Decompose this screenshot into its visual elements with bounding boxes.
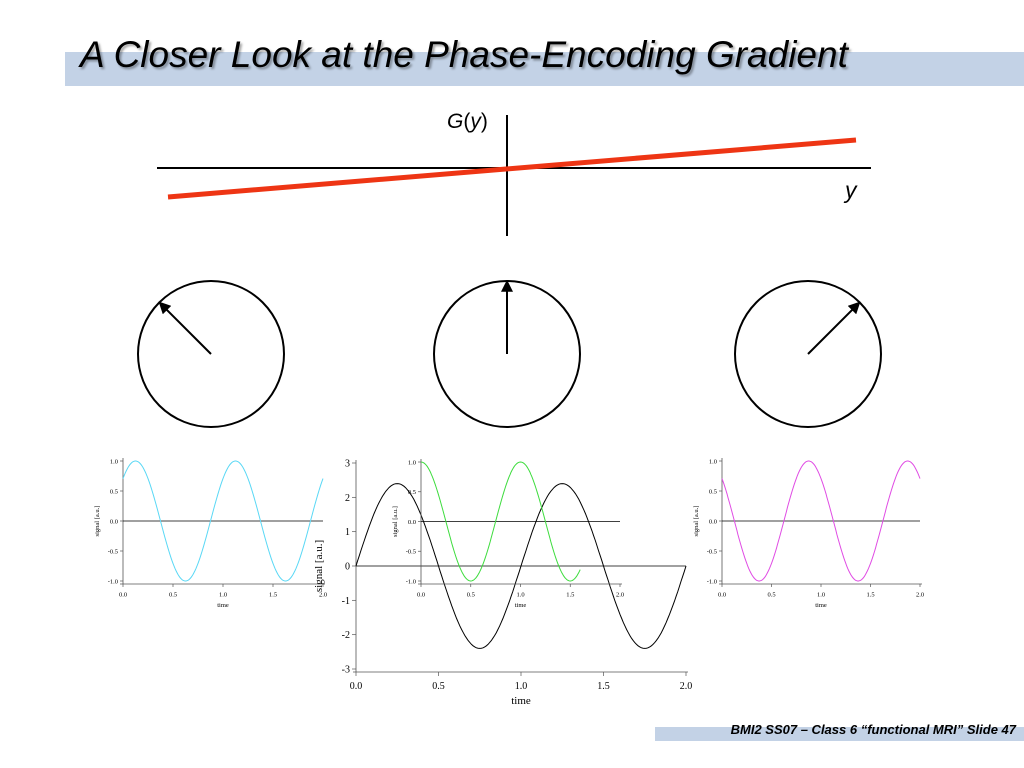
y-tick-label: 0: [345, 562, 350, 573]
y-tick-label: -0.5: [707, 548, 717, 555]
gradient-y-axis-label: G(y): [447, 110, 488, 133]
y-tick-label: 0.5: [110, 488, 118, 495]
phasor-circle: [734, 280, 882, 428]
x-tick-label: 2.0: [916, 592, 924, 599]
x-axis-label: time: [815, 602, 827, 609]
y-tick-label: 0.5: [709, 488, 717, 495]
x-axis-label: time: [515, 602, 527, 609]
y-axis-label: signal [a.u.]: [693, 506, 700, 537]
slide-title: A Closer Look at the Phase-Encoding Grad…: [80, 34, 848, 75]
y-tick-label: 3: [345, 459, 350, 470]
y-tick-label: -0.5: [108, 548, 118, 555]
x-tick-label: 1.5: [866, 592, 874, 599]
gradient-line: [167, 137, 857, 200]
signal-series-line: [420, 461, 581, 582]
y-tick-label: 2: [345, 493, 350, 504]
phasor-center: [433, 279, 581, 428]
gradient-diagram: G(y) y: [157, 110, 871, 236]
y-tick-label: 1: [345, 527, 350, 538]
x-tick-label: 2.0: [616, 592, 624, 599]
footer-text: BMI2 SS07 – Class 6 “functional MRI” Sli…: [730, 722, 1016, 737]
y-tick-label: -3: [342, 665, 350, 676]
x-tick-label: 1.5: [269, 592, 277, 599]
x-axis-label: time: [217, 602, 229, 609]
signal-plot-center-small: -1.0 -0.5 0.0 0.5 1.0 0.0 0.5 1.0 1.5 2.0 time sign…: [392, 459, 624, 609]
x-tick-label: 0.5: [467, 592, 475, 599]
signal-series-line: [721, 460, 921, 582]
x-tick-label: 1.0: [219, 592, 227, 599]
phasor-right: [734, 280, 882, 428]
y-tick-label: 1.0: [709, 458, 717, 465]
x-tick-label: 1.0: [516, 592, 524, 599]
y-tick-label: 0.0: [110, 518, 118, 525]
y-tick-label: 0.5: [408, 489, 416, 496]
y-axis-label: signal [a.u.]: [392, 506, 399, 537]
signal-series-line: [355, 483, 687, 649]
x-tick-label: 0.0: [119, 592, 127, 599]
y-tick-label: -2: [342, 630, 350, 641]
footer-bar: [655, 727, 1024, 741]
y-tick-label: 1.0: [110, 458, 118, 465]
x-axis-label: time: [511, 695, 531, 707]
y-tick-label: -1.0: [707, 578, 717, 585]
y-tick-label: 1.0: [408, 459, 416, 466]
phasor-arrow: [807, 301, 861, 355]
phasor-left: [137, 280, 285, 428]
y-tick-label: 0.0: [408, 519, 416, 526]
x-tick-label: 0.5: [767, 592, 775, 599]
x-tick-label: 0.0: [718, 592, 726, 599]
y-tick-label: 0.0: [709, 518, 717, 525]
x-tick-label: 2.0: [680, 681, 693, 692]
x-tick-label: 1.0: [515, 681, 528, 692]
y-tick-label: -1.0: [108, 578, 118, 585]
x-tick-label: 2.0: [319, 592, 327, 599]
signal-plot-right: -1.0 -0.5 0.0 0.5 1.0 0.0 0.5 1.0 1.5 2.0 time sign…: [693, 458, 924, 609]
gradient-x-axis-label: y: [843, 177, 858, 203]
x-tick-label: 0.5: [169, 592, 177, 599]
phasor-arrow: [158, 301, 212, 355]
x-tick-label: 0.0: [417, 592, 425, 599]
y-axis-label: signal [a.u.]: [94, 506, 101, 537]
signal-series-line: [122, 460, 324, 582]
x-tick-label: 0.5: [432, 681, 445, 692]
x-tick-label: 1.5: [597, 681, 610, 692]
x-tick-label: 1.0: [817, 592, 825, 599]
y-tick-label: -1: [342, 596, 350, 607]
y-tick-label: -1.0: [406, 578, 416, 585]
phasor-circle: [137, 280, 285, 428]
signal-plot-center-large: -3 -2 -1 0 1 2 3 0.0 0.5 1.0 1.5 2.0 time signal [a.u…: [313, 459, 692, 708]
y-axis-label: signal [a.u.]: [313, 540, 325, 592]
y-tick-label: -0.5: [406, 549, 416, 556]
x-tick-label: 1.5: [566, 592, 574, 599]
x-tick-label: 0.0: [350, 681, 363, 692]
title-bar: [65, 52, 1024, 86]
signal-plot-left: -1.0 -0.5 0.0 0.5 1.0 0.0 0.5 1.0 1.5 2.0 time sign…: [94, 458, 327, 609]
